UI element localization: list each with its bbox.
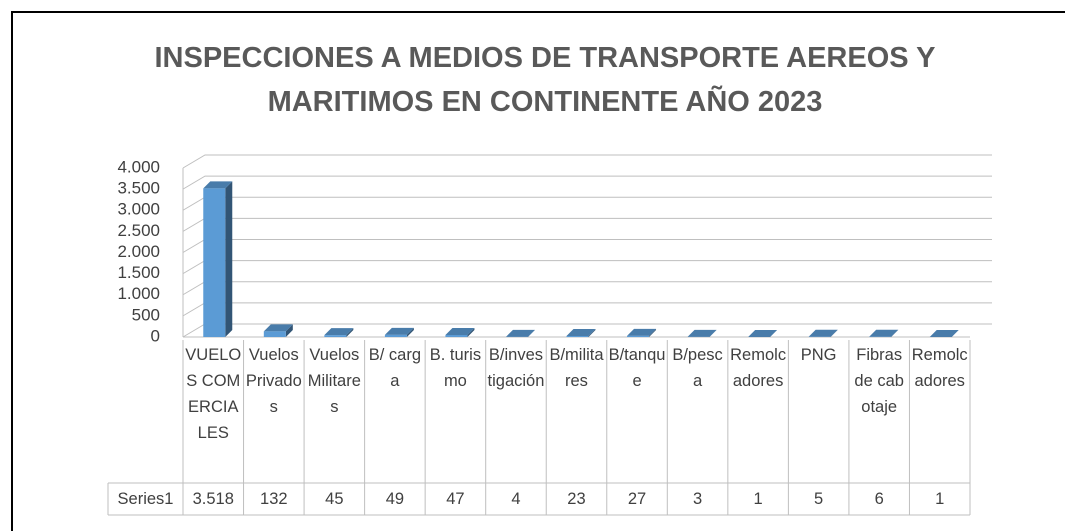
bar-face <box>203 188 226 337</box>
bar-face <box>225 181 233 337</box>
bar <box>869 329 899 337</box>
value-label: 1 <box>753 490 763 508</box>
bar-face <box>324 328 354 336</box>
bar-face <box>346 328 354 337</box>
x-tick-label: B/militares <box>549 346 604 390</box>
bar-face <box>384 334 407 337</box>
bar-face <box>649 328 657 337</box>
bar-face <box>687 329 717 337</box>
x-tick-label: Vuelos Privados <box>245 346 302 416</box>
value-label: 23 <box>567 490 586 508</box>
x-tick-label: Remolcadores <box>911 346 968 390</box>
bar <box>324 328 354 337</box>
x-tick-label: B/pesca <box>672 346 723 390</box>
chart-title: INSPECCIONES A MEDIOS DE TRANSPORTE AERE… <box>154 42 936 118</box>
y-tick-label: 2.000 <box>117 242 160 261</box>
bar-face <box>527 329 535 337</box>
bar <box>263 324 293 337</box>
bar-face <box>869 329 899 337</box>
bar-face <box>467 328 475 337</box>
y-tick-label: 4.000 <box>117 157 160 176</box>
x-tick-label: B/ carga <box>368 346 422 390</box>
y-tick-label: 1.000 <box>117 284 160 303</box>
value-label: 47 <box>446 490 465 508</box>
bar-face <box>285 324 293 337</box>
value-label: 27 <box>627 490 647 508</box>
bar-face <box>203 181 233 189</box>
grid-line <box>182 239 992 253</box>
grid-line <box>182 302 992 317</box>
bar <box>808 329 838 337</box>
bar-face <box>263 331 286 337</box>
value-label: 4 <box>511 490 521 508</box>
bar-face <box>445 335 468 337</box>
bar <box>203 181 233 337</box>
value-label: 3 <box>692 490 703 508</box>
x-tick-label: B/investigación <box>487 346 545 390</box>
x-tick-label: VUELOS COMERCIALES <box>185 346 242 442</box>
bar-face <box>830 329 838 337</box>
bar-face <box>748 329 778 337</box>
bar-face <box>445 328 475 336</box>
bar-face <box>505 329 535 337</box>
value-label: 132 <box>260 490 288 508</box>
bar-face <box>263 324 293 332</box>
bar-face <box>384 327 414 335</box>
x-tick-label: B. turismo <box>429 346 482 390</box>
y-tick-label: 3.500 <box>117 179 160 198</box>
x-tick-label: Remolcadores <box>730 346 787 390</box>
grid-line <box>182 260 992 275</box>
bar-face <box>588 329 596 337</box>
grid-line <box>182 196 992 211</box>
bar-face <box>951 329 959 337</box>
bar-face <box>627 335 650 337</box>
bar <box>566 329 596 337</box>
bar <box>445 328 475 337</box>
y-tick-label: 0 <box>151 326 160 345</box>
bar-face <box>808 329 838 337</box>
bar-face <box>566 336 589 337</box>
chart-frame <box>11 11 1065 531</box>
y-tick-label: 2.500 <box>117 221 160 240</box>
bar-face <box>627 328 657 336</box>
grid-line <box>182 175 992 190</box>
x-tick-label: PNG <box>800 346 837 364</box>
y-tick-label: 1.500 <box>117 263 160 282</box>
x-tick-label: Vuelos Militares <box>307 346 361 416</box>
bar-face <box>566 329 596 337</box>
bar-face <box>770 329 778 337</box>
bar <box>627 328 657 337</box>
value-label: 5 <box>814 490 824 508</box>
bar <box>929 329 959 337</box>
grid-line <box>182 281 992 296</box>
value-label: 6 <box>874 490 884 508</box>
bar <box>687 329 717 337</box>
bar <box>505 329 535 337</box>
bar-face <box>324 335 347 337</box>
bar-face <box>891 329 899 337</box>
value-label: 49 <box>385 490 405 508</box>
bar-face <box>406 327 414 337</box>
legend-label: Series1 <box>117 490 174 508</box>
x-tick-label: B/tanque <box>608 346 666 390</box>
x-tick-label: Fibras de cabotaje <box>854 346 904 416</box>
y-tick-label: 500 <box>132 305 160 324</box>
value-label: 45 <box>325 490 344 508</box>
y-tick-label: 3.000 <box>117 200 160 219</box>
bar-face <box>709 329 717 337</box>
grid-line <box>182 154 992 169</box>
grid-line <box>182 217 992 232</box>
bar-face <box>929 329 959 337</box>
bar <box>748 329 778 337</box>
value-label: 1 <box>935 490 945 508</box>
value-label: 3.518 <box>192 490 234 508</box>
bar <box>384 327 414 337</box>
